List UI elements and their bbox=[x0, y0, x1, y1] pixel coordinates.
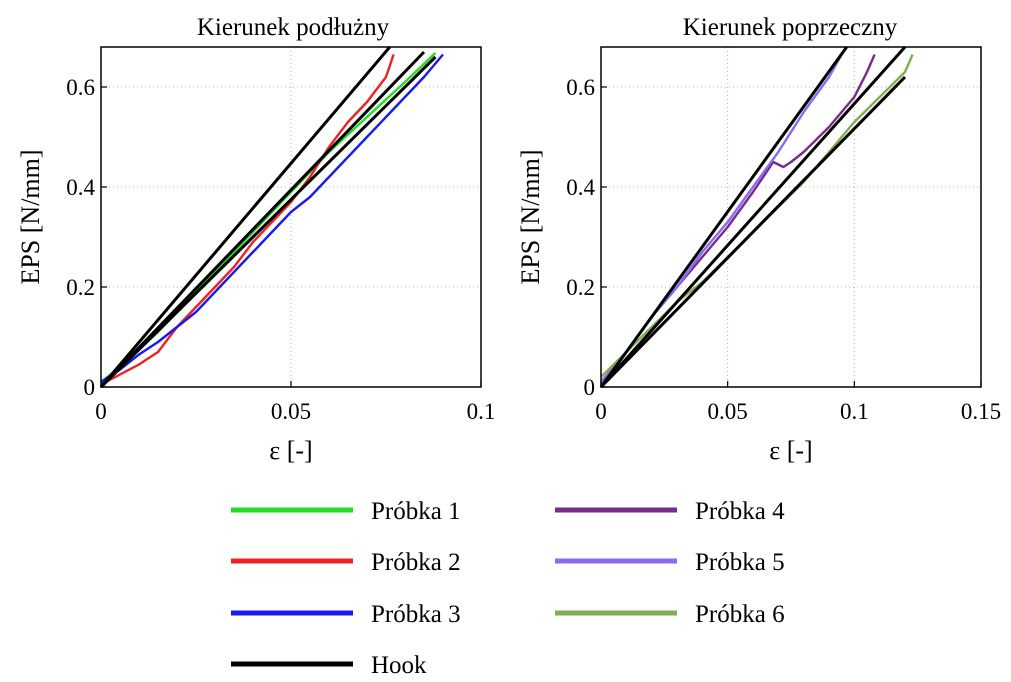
legend-label-próbka-6: Próbka 6 bbox=[695, 601, 785, 628]
x-tick-label: 0.1 bbox=[840, 399, 869, 424]
y-tick-label: 0.2 bbox=[566, 275, 595, 300]
legend-label-hook: Hook bbox=[371, 652, 427, 679]
series-line-hook bbox=[599, 75, 907, 389]
x-tick-label: 0.05 bbox=[708, 399, 748, 424]
x-tick-label: 0 bbox=[95, 399, 107, 424]
series-line-próbka-4 bbox=[600, 54, 876, 383]
y-axis-label: EPS [N/mm] bbox=[516, 149, 545, 284]
legend: Próbka 1 Próbka 2 Próbka 3 Hook Próbka 4 Prób… bbox=[231, 498, 785, 679]
series-line-hook bbox=[599, 46, 848, 388]
series-line-hook bbox=[99, 46, 391, 388]
panel-transverse: 0 0.05 0.1 0.15 0 0.2 0.4 0.6 Kierunek poprzeczn… bbox=[516, 14, 1001, 465]
y-axis-label: EPS [N/mm] bbox=[16, 149, 45, 284]
x-tick-label: 0.15 bbox=[961, 399, 1001, 424]
legend-label-próbka-1: Próbka 1 bbox=[371, 498, 461, 525]
legend-label-próbka-3: Próbka 3 bbox=[371, 601, 461, 628]
y-tick-label: 0.2 bbox=[66, 275, 95, 300]
series-line-próbka-6 bbox=[600, 54, 914, 378]
series-line-próbka-3 bbox=[100, 53, 444, 384]
y-tick-label: 0.6 bbox=[66, 75, 95, 100]
series-line-hook bbox=[599, 46, 907, 388]
y-tick-label: 0.4 bbox=[66, 175, 95, 200]
legend-label-próbka-2: Próbka 2 bbox=[371, 549, 461, 576]
chart-title: Kierunek podłużny bbox=[197, 14, 390, 41]
y-tick-label: 0.4 bbox=[566, 175, 595, 200]
legend-label-próbka-4: Próbka 4 bbox=[695, 498, 785, 525]
x-tick-label: 0 bbox=[595, 399, 607, 424]
x-axis-label: ε [-] bbox=[269, 436, 312, 465]
y-tick-label: 0 bbox=[584, 375, 596, 400]
series-line-hook bbox=[99, 50, 426, 389]
x-tick-label: 0.1 bbox=[467, 399, 496, 424]
x-tick-label: 0.05 bbox=[271, 399, 311, 424]
series-line-hook bbox=[99, 55, 437, 389]
legend-label-próbka-5: Próbka 5 bbox=[695, 549, 785, 576]
series-line-próbka-1 bbox=[100, 52, 437, 383]
series-line-próbka-2 bbox=[100, 54, 395, 386]
panel-longitudinal: 0 0.05 0.1 0 0.2 0.4 0.6 Kierunek podłużny ε [-]… bbox=[16, 14, 495, 465]
x-axis-label: ε [-] bbox=[769, 436, 812, 465]
y-tick-label: 0.6 bbox=[566, 75, 595, 100]
y-tick-label: 0 bbox=[84, 375, 96, 400]
chart-title: Kierunek poprzeczny bbox=[683, 14, 898, 41]
plot-area-frame bbox=[600, 46, 982, 388]
